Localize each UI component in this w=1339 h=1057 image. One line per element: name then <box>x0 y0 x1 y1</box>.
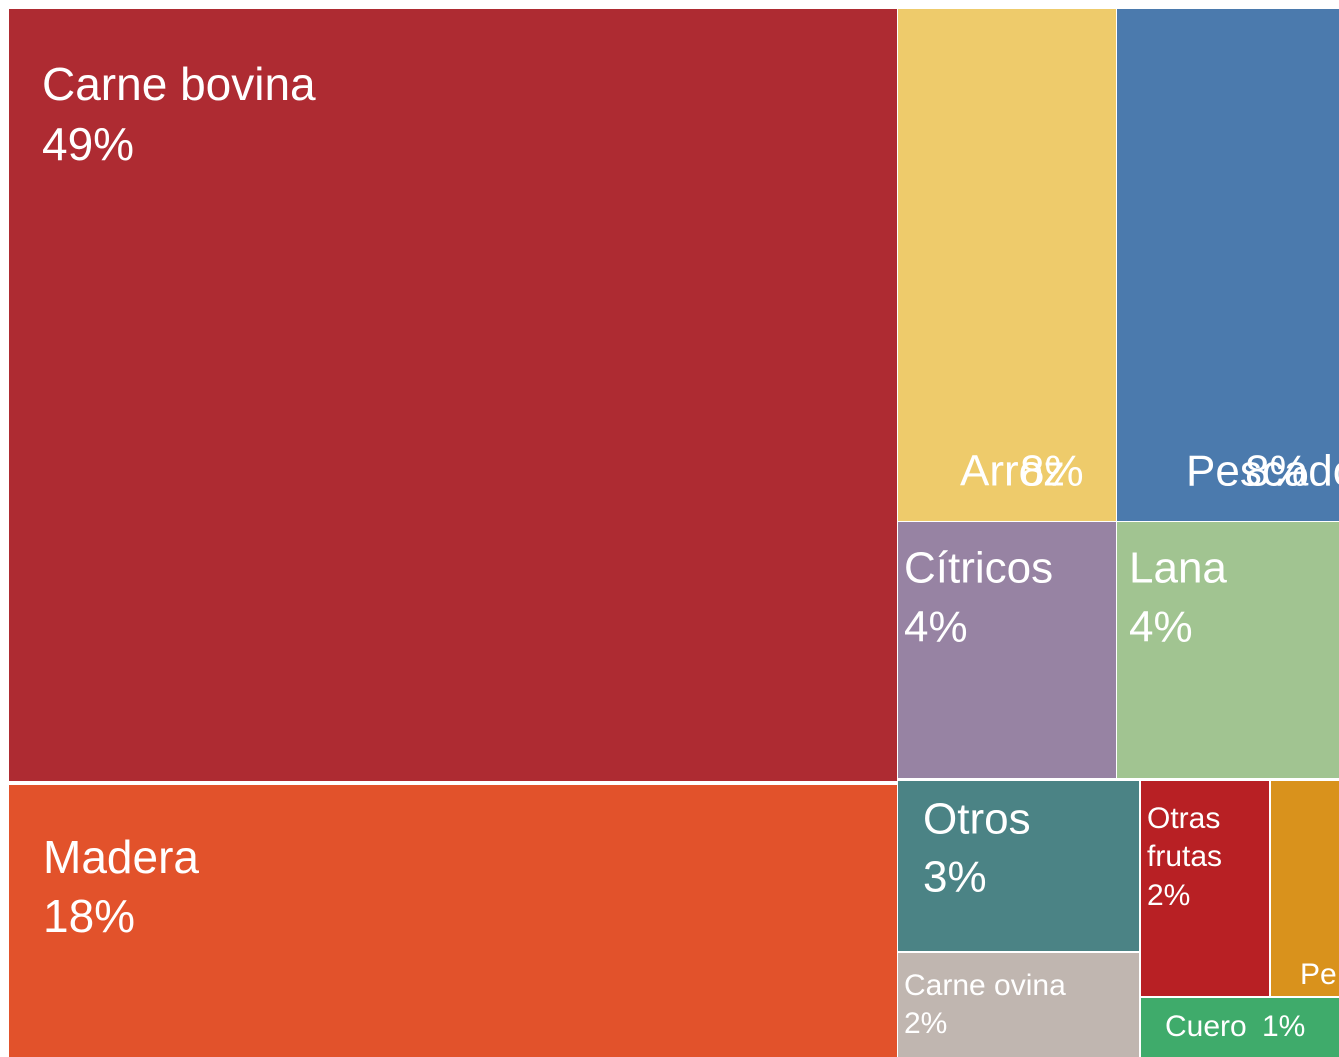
value-label: 2% <box>904 1007 947 1040</box>
category-label: Otros <box>923 795 1031 844</box>
tile-label: Otras frutas 2% <box>1147 802 1222 912</box>
tile-label: Lana 4% <box>1129 544 1227 652</box>
tile <box>898 953 1139 1057</box>
category-label: Pe <box>1300 958 1337 991</box>
tile-label: Cítricos 4% <box>904 544 1053 652</box>
tile <box>898 9 1116 521</box>
category-label: Madera <box>43 831 199 883</box>
tile <box>9 785 897 1057</box>
category-label: Cítricos <box>904 544 1053 593</box>
tile-label: Carne bovina 49% <box>42 58 316 170</box>
tile-label: Madera 18% <box>43 831 199 942</box>
tile-label: Carne ovina 2% <box>904 969 1066 1040</box>
category-label: Cuero <box>1165 1010 1247 1043</box>
tile-label: Pe <box>1300 958 1337 991</box>
value-label: 8% <box>1020 447 1084 496</box>
category-label: Lana <box>1129 544 1227 593</box>
value-label: 3% <box>923 853 987 902</box>
tile <box>1141 998 1339 1057</box>
category-label: Arroz <box>960 447 1065 496</box>
tile <box>1117 522 1339 778</box>
tile <box>1117 9 1339 521</box>
tile <box>9 9 897 781</box>
tile-label: Pescado8% <box>1186 447 1339 496</box>
tile <box>1141 781 1269 996</box>
value-label: 18% <box>43 890 135 942</box>
tile <box>1271 781 1339 996</box>
tile-label: Otros 3% <box>923 795 1031 902</box>
value-label: 2% <box>1147 879 1190 912</box>
value-label: 49% <box>42 118 134 170</box>
category-label: Carne bovina <box>42 58 316 110</box>
value-label: 4% <box>1129 603 1193 652</box>
tile <box>898 522 1116 778</box>
tile-label: Cuero 1% <box>1165 1010 1305 1043</box>
value-label: 8% <box>1245 447 1309 496</box>
tile <box>898 781 1139 951</box>
value-label: 1% <box>1262 1010 1305 1043</box>
category-label: Otras frutas <box>1147 802 1222 873</box>
value-label: 4% <box>904 603 968 652</box>
category-label: Pescado <box>1186 447 1339 496</box>
category-label: Carne ovina <box>904 969 1066 1002</box>
